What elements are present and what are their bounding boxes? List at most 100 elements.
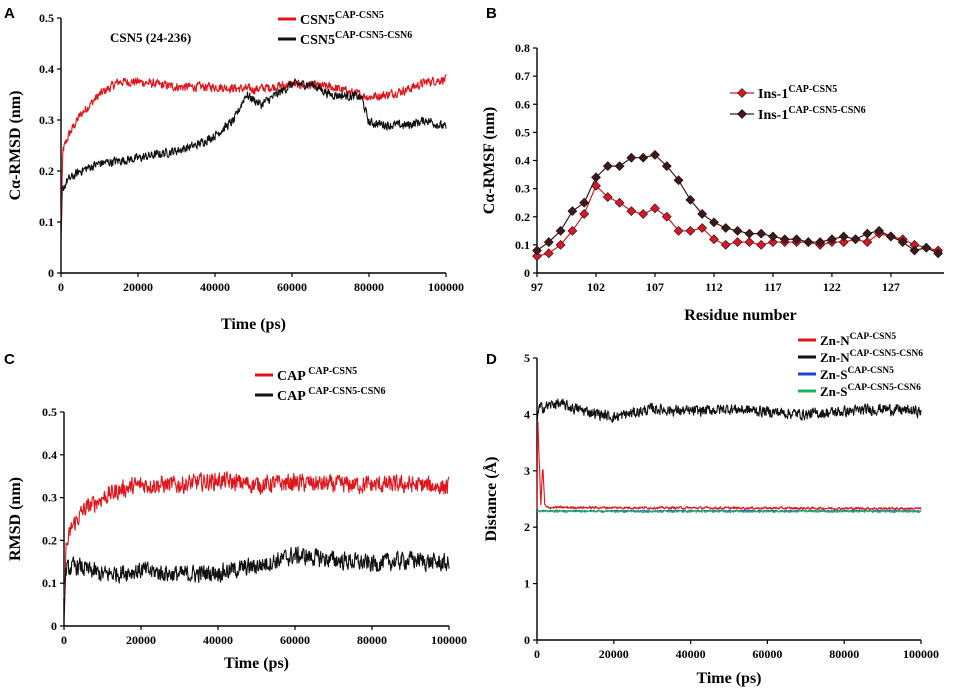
data-point: [543, 248, 554, 259]
data-point: [638, 209, 649, 219]
data-point: [532, 245, 542, 256]
y-tick-label: 3: [524, 464, 530, 478]
data-point: [732, 237, 743, 247]
y-tick-label: 0.3: [515, 182, 530, 196]
x-tick-label: 60000: [752, 647, 782, 661]
x-axis-label: Time (ps): [221, 316, 286, 333]
y-tick-label: 0.7: [515, 69, 530, 83]
data-point: [650, 149, 660, 160]
data-point: [602, 192, 613, 202]
legend-label: CAP CAP-CSN5-CSN6: [277, 386, 386, 404]
data-point: [744, 228, 755, 239]
panel-letter: B: [486, 5, 497, 22]
y-tick-label: 0.4: [42, 448, 57, 462]
data-point: [756, 228, 767, 239]
data-point: [614, 197, 625, 208]
data-point: [862, 228, 873, 239]
data-point: [779, 234, 790, 245]
x-tick-label: 112: [705, 280, 722, 294]
series-line: [536, 398, 922, 423]
x-tick-label: 100000: [428, 280, 464, 294]
x-tick-label: 122: [823, 280, 841, 294]
data-point: [579, 197, 590, 208]
panel-B: B 0 0.1 0.2 0.3 0.4 0.5 0.6 0.7 0.8 97 102 107 112 117…: [481, 5, 944, 324]
panel-letter: D: [486, 351, 497, 368]
x-tick-label: 127: [882, 280, 900, 294]
data-point: [827, 234, 837, 245]
x-tick-label: 97: [531, 280, 543, 294]
data-point: [838, 237, 849, 247]
series-line: [536, 421, 922, 511]
panel-annotation: CSN5 (24-236): [110, 30, 191, 45]
panel-A: A 0 0.1 0.2 0.3 0.4 0.5 0 20000 40000 60000 80000 10…: [4, 5, 464, 333]
y-tick-label: 0.2: [42, 533, 57, 547]
data-point: [897, 237, 908, 247]
legend-label: CSN5CAP-CSN5: [300, 10, 384, 28]
y-tick-label: 0: [51, 619, 57, 633]
panel-D: D 0 1 2 3 4 5 0 20000 40000 60000 80000 100000 Time (…: [482, 332, 939, 687]
y-tick-label: 0: [48, 266, 54, 280]
data-point: [732, 225, 743, 236]
data-point: [685, 194, 696, 205]
legend-marker: [737, 109, 747, 119]
legend: Ins-1CAP-CSN5 Ins-1CAP-CSN5-CSN6: [730, 84, 866, 123]
y-axis-label: Cα-RMSD (nm): [7, 91, 24, 201]
data-point: [697, 209, 708, 219]
y-tick-label: 0.1: [42, 576, 57, 590]
data-point: [579, 209, 590, 219]
series-line: [536, 509, 922, 514]
data-point: [532, 251, 542, 262]
legend-label: Zn-NCAP-CSN5: [820, 332, 896, 348]
y-tick-label: 0.2: [515, 210, 530, 224]
data-point: [697, 223, 708, 233]
data-point: [567, 225, 578, 236]
data-point: [720, 239, 731, 250]
legend-label: CSN5CAP-CSN5-CSN6: [300, 30, 412, 48]
y-tick-label: 4: [524, 407, 530, 421]
y-axis-label: Cα-RMSF (nm): [481, 107, 498, 214]
data-point: [673, 175, 684, 186]
data-point: [555, 225, 566, 236]
data-point: [720, 223, 731, 233]
series-line: [60, 78, 447, 244]
x-tick-label: 20000: [123, 280, 153, 294]
legend-label: Zn-SCAP-CSN5: [820, 366, 894, 382]
legend-item: Ins-1CAP-CSN5-CSN6: [730, 105, 866, 123]
data-point: [602, 161, 613, 172]
y-tick-label: 2: [524, 520, 530, 534]
data-point: [650, 203, 660, 214]
x-axis-label: Time (ps): [224, 655, 289, 672]
data-point: [543, 237, 554, 247]
data-point: [685, 225, 696, 236]
y-tick-label: 5: [524, 351, 530, 365]
legend-label: Ins-1CAP-CSN5: [758, 84, 837, 102]
y-tick-label: 0.3: [42, 491, 57, 505]
y-tick-label: 0: [524, 266, 530, 280]
x-tick-label: 20000: [126, 633, 156, 647]
x-tick-label: 60000: [277, 280, 307, 294]
data-point: [614, 161, 625, 172]
y-axis-label: Distance (Å): [482, 457, 500, 542]
x-tick-label: 80000: [829, 647, 859, 661]
legend-label: Zn-NCAP-CSN5-CSN6: [820, 349, 923, 365]
y-tick-label: 0.5: [39, 11, 54, 25]
x-tick-label: 40000: [676, 647, 706, 661]
legend: Zn-NCAP-CSN5Zn-NCAP-CSN5-CSN6Zn-SCAP-CSN…: [798, 332, 923, 399]
y-tick-label: 0.4: [39, 62, 54, 76]
panel-letter: A: [4, 5, 15, 22]
legend-item: CSN5CAP-CSN5: [278, 10, 384, 28]
data-point: [768, 237, 778, 247]
y-tick-label: 0.1: [515, 238, 530, 252]
x-tick-label: 107: [646, 280, 664, 294]
data-point: [626, 152, 637, 163]
data-point: [673, 225, 684, 236]
legend-item: CAP CAP-CSN5: [255, 366, 357, 384]
series-line: [60, 74, 447, 221]
legend-label: Ins-1CAP-CSN5-CSN6: [758, 105, 866, 123]
data-point: [709, 217, 719, 228]
data-point: [709, 234, 719, 245]
data-point: [850, 234, 861, 245]
x-tick-label: 100000: [431, 633, 467, 647]
y-tick-label: 0.6: [515, 97, 530, 111]
